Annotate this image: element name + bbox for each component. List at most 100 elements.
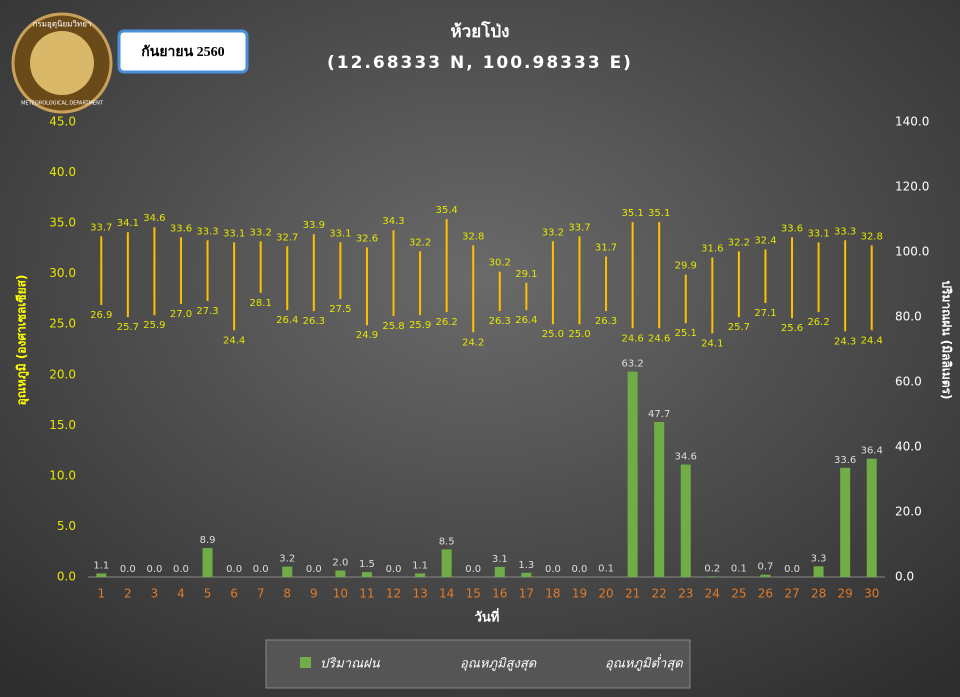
y2-tick-label: 80.0 [895,310,922,324]
data-label: 27.1 [754,308,776,319]
x-tick-label: 30 [864,587,879,601]
logo: กรมอุตุนิยมวิทยา METEOROLOGICAL DEPARTME… [11,12,113,114]
logo-text: กรมอุตุนิยมวิทยา [33,20,92,29]
data-label: 32.8 [861,231,883,242]
rain-bar [866,458,877,577]
data-label: 0.0 [120,564,136,575]
rain-bar [96,573,107,577]
data-label: 1.3 [518,560,534,571]
data-label: 24.4 [861,335,883,346]
y2-tick-label: 60.0 [895,375,922,389]
data-label: 32.2 [409,237,431,248]
data-label: 24.6 [648,333,670,344]
data-label: 0.0 [545,564,561,575]
x-tick-label: 18 [545,587,560,601]
legend-label: อุณหภูมิต่ำสุด [605,654,683,672]
data-label: 3.2 [279,554,295,565]
rain-bar [840,467,851,577]
x-tick-label: 28 [811,587,826,601]
data-label: 33.1 [223,228,245,239]
data-label: 33.2 [250,227,272,238]
chart-subtitle: (12.68333 N, 100.98333 E) [327,53,633,73]
legend-label: อุณหภูมิสูงสุด [460,657,537,672]
rain-bar [441,549,452,577]
data-label: 36.4 [861,446,883,457]
data-label: 0.0 [226,564,242,575]
data-label: 28.1 [250,298,272,309]
x-tick-label: 13 [412,587,427,601]
data-label: 8.9 [200,535,216,546]
rain-bar [680,464,691,577]
data-label: 25.1 [675,328,697,339]
data-label: 32.2 [728,237,750,248]
rain-bar [521,572,532,577]
y-tick-label: 40.0 [49,165,76,179]
y-tick-label: 5.0 [57,519,76,533]
x-tick-label: 6 [230,587,238,601]
data-label: 26.3 [595,316,617,327]
data-label: 26.9 [90,310,112,321]
data-label: 34.1 [117,218,139,229]
data-label: 33.6 [834,455,856,466]
x-tick-label: 9 [310,587,318,601]
data-label: 63.2 [621,359,643,370]
data-label: 24.1 [701,338,723,349]
data-label: 2.0 [332,558,348,569]
rain-bar [707,576,718,577]
data-label: 33.6 [170,223,192,234]
data-label: 34.6 [143,213,165,224]
data-label: 1.1 [412,560,428,571]
rain-bar [627,371,638,577]
data-label: 33.1 [329,228,351,239]
chart-title: ห้วยโป่ง [451,21,510,42]
data-label: 0.1 [731,564,747,575]
y-axis-label: อุณหภูมิ (องศาเซลเซียส) [15,275,30,406]
data-label: 26.2 [436,317,458,328]
x-tick-label: 7 [257,587,265,601]
data-label: 25.7 [728,322,750,333]
data-label: 26.3 [303,316,325,327]
data-label: 0.7 [757,562,773,573]
data-label: 33.7 [90,222,112,233]
x-tick-label: 26 [758,587,773,601]
legend: ปริมาณฝน อุณหภูมิสูงสุด อุณหภูมิต่ำสุด [300,654,683,672]
y2-tick-label: 140.0 [895,115,929,129]
data-label: 25.7 [117,322,139,333]
data-label: 31.7 [595,242,617,253]
data-label: 0.0 [306,564,322,575]
x-tick-label: 19 [572,587,587,601]
data-label: 30.2 [489,258,511,269]
rain-bar [654,421,665,577]
x-tick-label: 27 [784,587,799,601]
data-label: 35.1 [621,208,643,219]
data-label: 25.6 [781,323,803,334]
y2-tick-label: 20.0 [895,505,922,519]
data-label: 3.1 [492,554,508,565]
data-label: 0.0 [572,564,588,575]
data-label: 26.4 [276,315,298,326]
data-label: 24.4 [223,335,245,346]
data-label: 33.3 [196,226,218,237]
data-label: 34.3 [382,216,404,227]
data-label: 8.5 [439,536,455,547]
badge: กันยายน 2560 [141,44,224,60]
y2-axis-label: ปริมาณฝน (มิลลิเมตร) [940,280,954,399]
data-label: 33.1 [807,228,829,239]
x-tick-label: 3 [151,587,159,601]
x-tick-label: 14 [439,587,454,601]
x-axis-label: วันที่ [475,608,500,626]
data-label: 25.9 [143,320,165,331]
x-tick-label: 20 [598,587,613,601]
rain-bar [335,570,346,577]
data-label: 27.5 [329,304,351,315]
data-label: 0.0 [146,564,162,575]
data-label: 33.2 [542,227,564,238]
rain-bar [282,566,293,577]
data-label: 0.2 [704,563,720,574]
y2-tick-label: 120.0 [895,180,929,194]
logo-center [30,31,94,95]
data-label: 25.8 [382,321,404,332]
y-tick-label: 25.0 [49,317,76,331]
